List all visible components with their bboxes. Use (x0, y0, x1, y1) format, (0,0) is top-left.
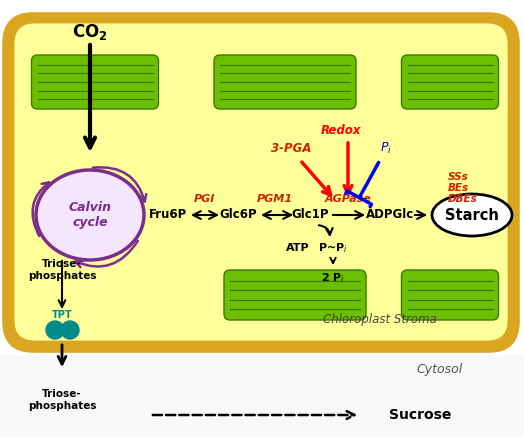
Circle shape (46, 321, 64, 339)
Text: Starch: Starch (445, 208, 499, 222)
Text: PGM1: PGM1 (257, 194, 293, 204)
Text: PGI: PGI (193, 194, 215, 204)
Text: 2 P$_i$: 2 P$_i$ (321, 271, 345, 285)
Text: ADPGlc: ADPGlc (366, 208, 414, 222)
Text: Glc1P: Glc1P (291, 208, 329, 222)
Text: 3-PGA: 3-PGA (271, 142, 311, 155)
Text: AGPase: AGPase (325, 194, 372, 204)
Text: $\mathbf{CO_2}$: $\mathbf{CO_2}$ (72, 22, 108, 42)
FancyBboxPatch shape (13, 22, 509, 342)
Text: Redox: Redox (321, 124, 361, 136)
Ellipse shape (432, 194, 512, 236)
Text: Chloroplast Stroma: Chloroplast Stroma (323, 313, 437, 326)
Text: Triose-
phosphates: Triose- phosphates (28, 389, 96, 411)
Text: Triose-
phosphates: Triose- phosphates (28, 259, 96, 281)
Text: DBEs: DBEs (448, 194, 478, 204)
FancyBboxPatch shape (224, 270, 366, 320)
FancyBboxPatch shape (401, 55, 498, 109)
FancyBboxPatch shape (31, 55, 158, 109)
Text: $P_i$: $P_i$ (380, 140, 392, 156)
FancyBboxPatch shape (401, 270, 498, 320)
FancyBboxPatch shape (5, 15, 517, 350)
Text: Fru6P: Fru6P (149, 208, 187, 222)
Text: P~P$_i$: P~P$_i$ (318, 241, 348, 255)
Text: ATP: ATP (286, 243, 310, 253)
Text: Calvin
cycle: Calvin cycle (69, 201, 112, 229)
Text: TPT: TPT (52, 310, 72, 320)
Bar (0, 355, 524, 437)
Ellipse shape (36, 170, 144, 260)
FancyBboxPatch shape (214, 55, 356, 109)
Circle shape (61, 321, 79, 339)
Text: BEs: BEs (448, 183, 469, 193)
Text: Glc6P: Glc6P (219, 208, 257, 222)
Text: Sucrose: Sucrose (389, 408, 451, 422)
Text: Cytosol: Cytosol (417, 364, 463, 377)
Text: SSs: SSs (448, 172, 469, 182)
